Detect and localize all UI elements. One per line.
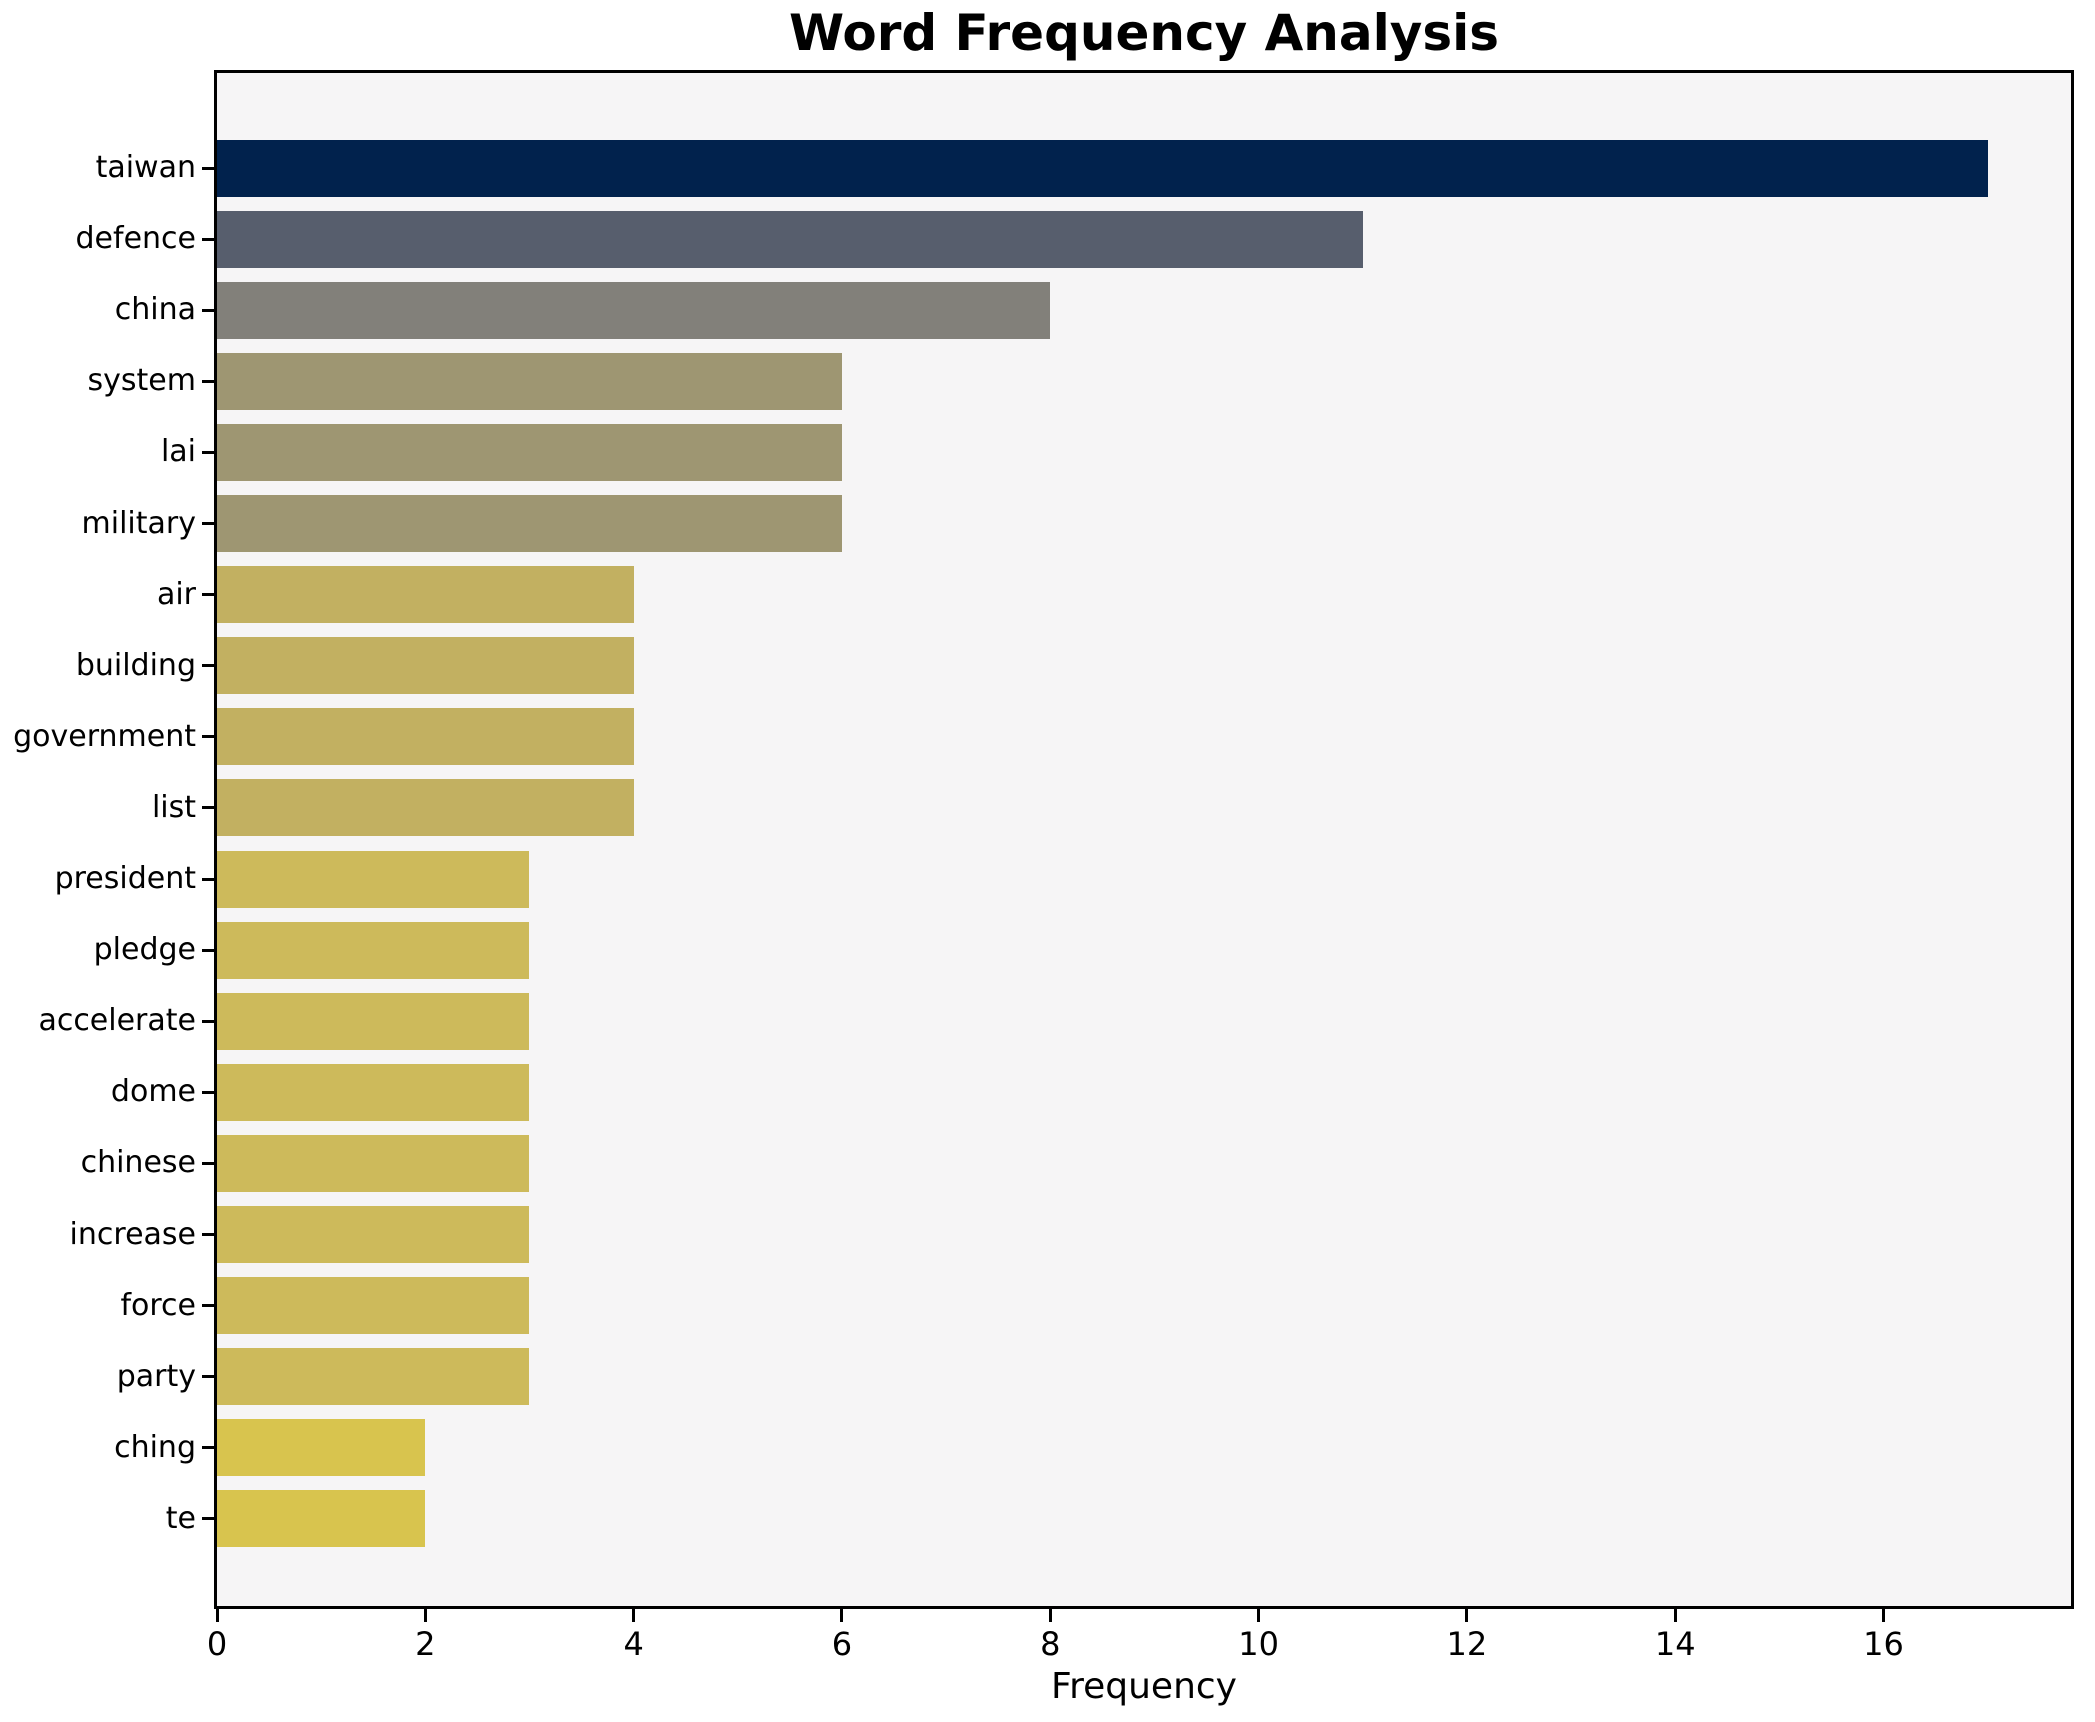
y-tick-mark — [202, 308, 214, 312]
y-tick-mark — [202, 1233, 214, 1236]
bar-force — [217, 1277, 530, 1335]
bar-dome — [217, 1063, 530, 1121]
y-tick-mark — [202, 1161, 214, 1165]
x-tick-label-6: 6 — [831, 1625, 853, 1663]
y-tick-mark — [202, 166, 214, 170]
x-tick-mark — [1048, 1609, 1052, 1622]
x-tick-label-8: 8 — [1040, 1625, 1061, 1663]
x-tick-mark — [1465, 1609, 1469, 1622]
y-tick-mark — [202, 522, 214, 525]
y-tick-label-building: building — [75, 647, 196, 683]
y-tick-mark — [202, 1304, 214, 1308]
bar-ching — [217, 1419, 426, 1477]
y-tick-mark — [202, 806, 214, 810]
bar-list — [217, 779, 634, 837]
x-tick-mark — [1257, 1609, 1261, 1622]
x-tick-mark — [632, 1609, 636, 1622]
x-tick-label-12: 12 — [1446, 1625, 1488, 1663]
x-tick-mark — [840, 1609, 844, 1622]
bar-increase — [217, 1206, 530, 1263]
y-tick-mark — [202, 379, 214, 383]
y-tick-label-force: force — [120, 1287, 196, 1323]
x-tick-mark — [1673, 1609, 1677, 1622]
x-tick-mark — [215, 1609, 219, 1622]
y-tick-label-te: te — [165, 1500, 196, 1536]
y-tick-label-government: government — [13, 718, 196, 754]
y-tick-label-taiwan: taiwan — [95, 150, 196, 185]
bar-accelerate — [217, 992, 530, 1050]
bar-chinese — [217, 1134, 530, 1192]
x-axis-label: Frequency — [1051, 1666, 1237, 1707]
y-tick-label-chinese: chinese — [80, 1145, 196, 1181]
bar-government — [217, 708, 634, 766]
bar-military — [217, 495, 842, 552]
bar-lai — [217, 423, 842, 481]
y-tick-mark — [202, 1517, 214, 1521]
x-tick-label-10: 10 — [1238, 1625, 1279, 1663]
bar-president — [217, 850, 530, 908]
chart-title: Word Frequency Analysis — [788, 4, 1500, 62]
y-tick-mark — [202, 593, 214, 597]
bar-system — [217, 352, 842, 410]
y-tick-label-defence: defence — [75, 221, 196, 257]
y-tick-mark — [202, 237, 214, 241]
x-tick-label-4: 4 — [623, 1625, 644, 1663]
y-tick-label-military: military — [81, 505, 196, 541]
x-tick-mark — [423, 1609, 427, 1622]
x-tick-label-0: 0 — [206, 1625, 228, 1663]
x-tick-label-16: 16 — [1863, 1625, 1904, 1663]
bar-party — [217, 1348, 530, 1406]
y-tick-label-ching: ching — [114, 1429, 196, 1465]
x-tick-label-14: 14 — [1654, 1625, 1696, 1663]
y-tick-mark — [202, 1090, 214, 1094]
y-tick-label-accelerate: accelerate — [38, 1003, 196, 1039]
bars-layer — [217, 73, 2071, 1606]
x-tick-mark — [1882, 1609, 1886, 1622]
y-tick-mark — [202, 1375, 214, 1379]
y-tick-label-president: president — [54, 861, 196, 896]
y-tick-mark — [202, 948, 214, 952]
bar-china — [217, 281, 1051, 339]
bar-defence — [217, 210, 1363, 268]
bar-pledge — [217, 921, 530, 979]
y-tick-label-party: party — [116, 1358, 196, 1394]
bar-te — [217, 1490, 426, 1548]
y-tick-mark — [202, 664, 214, 668]
y-tick-label-list: list — [151, 789, 196, 825]
y-tick-label-pledge: pledge — [93, 932, 196, 968]
x-tick-label-2: 2 — [415, 1625, 436, 1663]
y-tick-label-dome: dome — [110, 1074, 196, 1110]
y-tick-label-air: air — [156, 576, 196, 612]
bar-taiwan — [217, 139, 1988, 197]
y-tick-mark — [202, 450, 214, 454]
bar-air — [217, 566, 634, 624]
y-tick-mark — [202, 1446, 214, 1450]
y-tick-label-lai: lai — [160, 434, 196, 470]
bar-building — [217, 637, 634, 695]
plot-area — [214, 70, 2074, 1609]
y-tick-mark — [202, 735, 214, 739]
y-tick-label-china: china — [114, 292, 196, 328]
y-tick-label-increase: increase — [69, 1216, 196, 1252]
y-tick-mark — [202, 877, 214, 881]
y-tick-label-system: system — [87, 363, 196, 399]
y-tick-mark — [202, 1019, 214, 1023]
